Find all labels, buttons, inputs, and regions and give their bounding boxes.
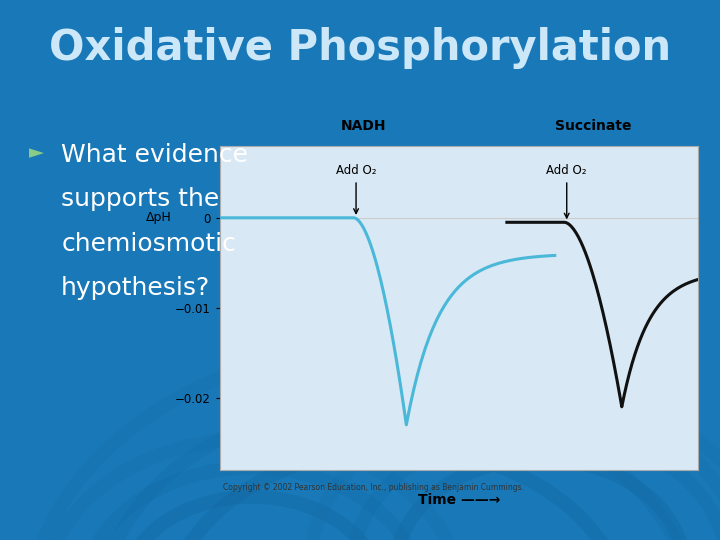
Text: supports the: supports the	[61, 187, 220, 211]
Text: Add O₂: Add O₂	[336, 164, 377, 213]
Text: Add O₂: Add O₂	[546, 164, 587, 218]
Text: Copyright © 2002 Pearson Education, Inc., publishing as Benjamin Cummings.: Copyright © 2002 Pearson Education, Inc.…	[223, 483, 524, 492]
Text: hypothesis?: hypothesis?	[61, 276, 210, 300]
Text: Oxidative Phosphorylation: Oxidative Phosphorylation	[49, 27, 671, 69]
Text: Time ——→: Time ——→	[418, 492, 500, 507]
Text: NADH: NADH	[341, 119, 386, 133]
Text: ►: ►	[29, 143, 44, 162]
Text: ΔpH: ΔpH	[146, 211, 172, 224]
Text: What evidence: What evidence	[61, 143, 248, 167]
Text: Succinate: Succinate	[555, 119, 631, 133]
Text: chemiosmotic: chemiosmotic	[61, 232, 236, 255]
